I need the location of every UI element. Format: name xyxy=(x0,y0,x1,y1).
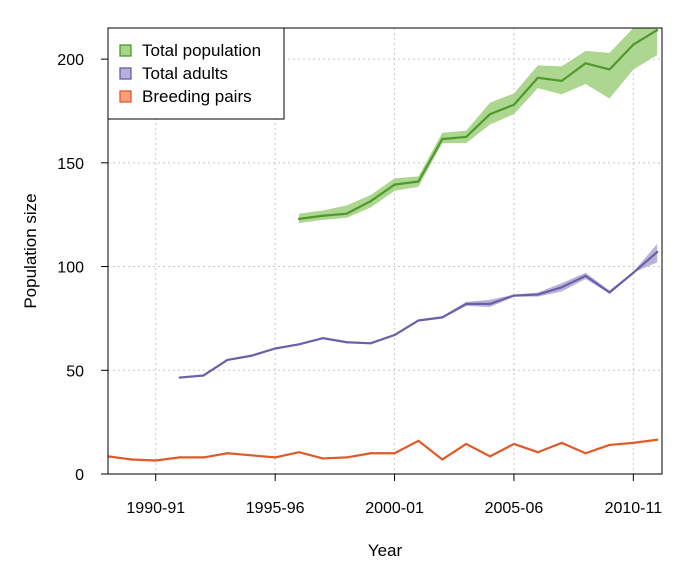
total-adults-point xyxy=(632,271,635,274)
series-lines xyxy=(108,28,659,462)
breeding-pairs-point xyxy=(178,456,181,459)
total-population-point xyxy=(632,43,635,46)
x-tick-label: 1995-96 xyxy=(246,500,305,517)
breeding-pairs-point xyxy=(632,441,635,444)
breeding-pairs-point xyxy=(250,454,253,457)
x-tick-label: 2010-11 xyxy=(605,500,663,517)
breeding-pairs-point xyxy=(154,459,157,462)
total-adults-point xyxy=(274,347,277,350)
breeding-pairs-point xyxy=(393,452,396,455)
total-adults-point xyxy=(369,342,372,345)
y-tick-label: 50 xyxy=(66,363,84,380)
total-population-point xyxy=(441,137,444,141)
total-adults-point xyxy=(178,376,181,379)
total-population-point xyxy=(608,68,611,71)
breeding-pairs-point xyxy=(536,451,539,454)
breeding-pairs-point xyxy=(417,439,420,442)
total-adults-point xyxy=(488,302,492,305)
total-population-point xyxy=(465,135,468,139)
total-population-point xyxy=(393,183,396,186)
breeding-pairs-point xyxy=(297,451,301,454)
breeding-pairs-point xyxy=(345,456,348,459)
breeding-pairs-point xyxy=(202,456,205,459)
breeding-pairs-point xyxy=(441,458,444,461)
total-population-point xyxy=(584,62,587,65)
breeding-pairs-point xyxy=(512,442,516,446)
total-population-line xyxy=(298,29,658,220)
total-population-point xyxy=(512,103,516,106)
breeding-pairs-point xyxy=(656,438,659,441)
legend-swatch-total-adults xyxy=(119,67,132,80)
total-adults-point xyxy=(536,293,539,296)
total-population-point xyxy=(369,200,372,203)
legend-label-total-adults: Total adults xyxy=(142,64,228,83)
breeding-pairs-line xyxy=(108,438,658,462)
breeding-pairs-point xyxy=(226,452,229,455)
legend-label-total-population: Total population xyxy=(142,41,261,60)
total-adults-point xyxy=(656,250,659,254)
legend-swatch-total-population xyxy=(119,44,132,57)
total-adults-point xyxy=(584,274,587,277)
total-adults-point xyxy=(393,333,396,337)
total-population-point xyxy=(488,112,492,116)
total-adults-point xyxy=(465,302,468,305)
total-population-band xyxy=(299,28,658,223)
breeding-pairs-point xyxy=(321,457,325,460)
breeding-pairs-point xyxy=(608,443,611,447)
breeding-pairs-point xyxy=(130,458,133,461)
breeding-pairs-point xyxy=(274,456,277,459)
x-tick-label: 2000-01 xyxy=(365,500,424,517)
total-adults-point xyxy=(297,343,301,346)
total-adults-point xyxy=(441,316,444,319)
x-tick-label: 2005-06 xyxy=(485,500,544,517)
breeding-pairs-point xyxy=(584,452,587,455)
legend-label-breeding-pairs: Breeding pairs xyxy=(142,87,252,106)
breeding-pairs-point xyxy=(369,452,372,455)
total-population-point xyxy=(560,79,563,82)
y-tick-label: 0 xyxy=(75,467,84,484)
legend-swatch-breeding-pairs xyxy=(119,90,132,103)
breeding-pairs-point xyxy=(465,442,468,446)
x-axis-title: Year xyxy=(368,541,403,560)
total-adults-point xyxy=(345,341,348,344)
total-population-point xyxy=(536,76,539,79)
x-tick-label: 1990-91 xyxy=(126,500,185,517)
total-adults-point xyxy=(560,286,563,289)
total-population-point xyxy=(417,180,420,183)
y-tick-label: 200 xyxy=(57,52,84,69)
legend-box xyxy=(107,27,285,120)
total-population-point xyxy=(345,212,348,215)
total-adults-point xyxy=(226,358,229,362)
legend: Total population Total adults Breeding pai… xyxy=(107,27,285,120)
y-axis-title: Population size xyxy=(21,193,40,308)
y-tick-label: 100 xyxy=(57,260,84,277)
total-adults-band xyxy=(179,243,658,378)
breeding-pairs-point xyxy=(560,441,563,444)
total-adults-point xyxy=(250,354,253,357)
y-tick-label: 150 xyxy=(57,156,84,173)
total-adults-point xyxy=(512,294,516,297)
breeding-pairs-point xyxy=(488,455,492,458)
total-adults-point xyxy=(321,337,325,340)
total-adults-point xyxy=(417,319,420,322)
total-population-point xyxy=(297,217,301,220)
axes: 1990-91 1995-96 2000-01 2005-06 2010-11 0 50 10… xyxy=(57,52,662,517)
total-population-point xyxy=(321,214,325,217)
total-adults-line xyxy=(179,251,658,379)
total-adults-point xyxy=(202,374,205,377)
total-adults-point xyxy=(608,291,611,294)
plot-frame xyxy=(107,27,663,475)
total-population-point xyxy=(656,28,659,32)
